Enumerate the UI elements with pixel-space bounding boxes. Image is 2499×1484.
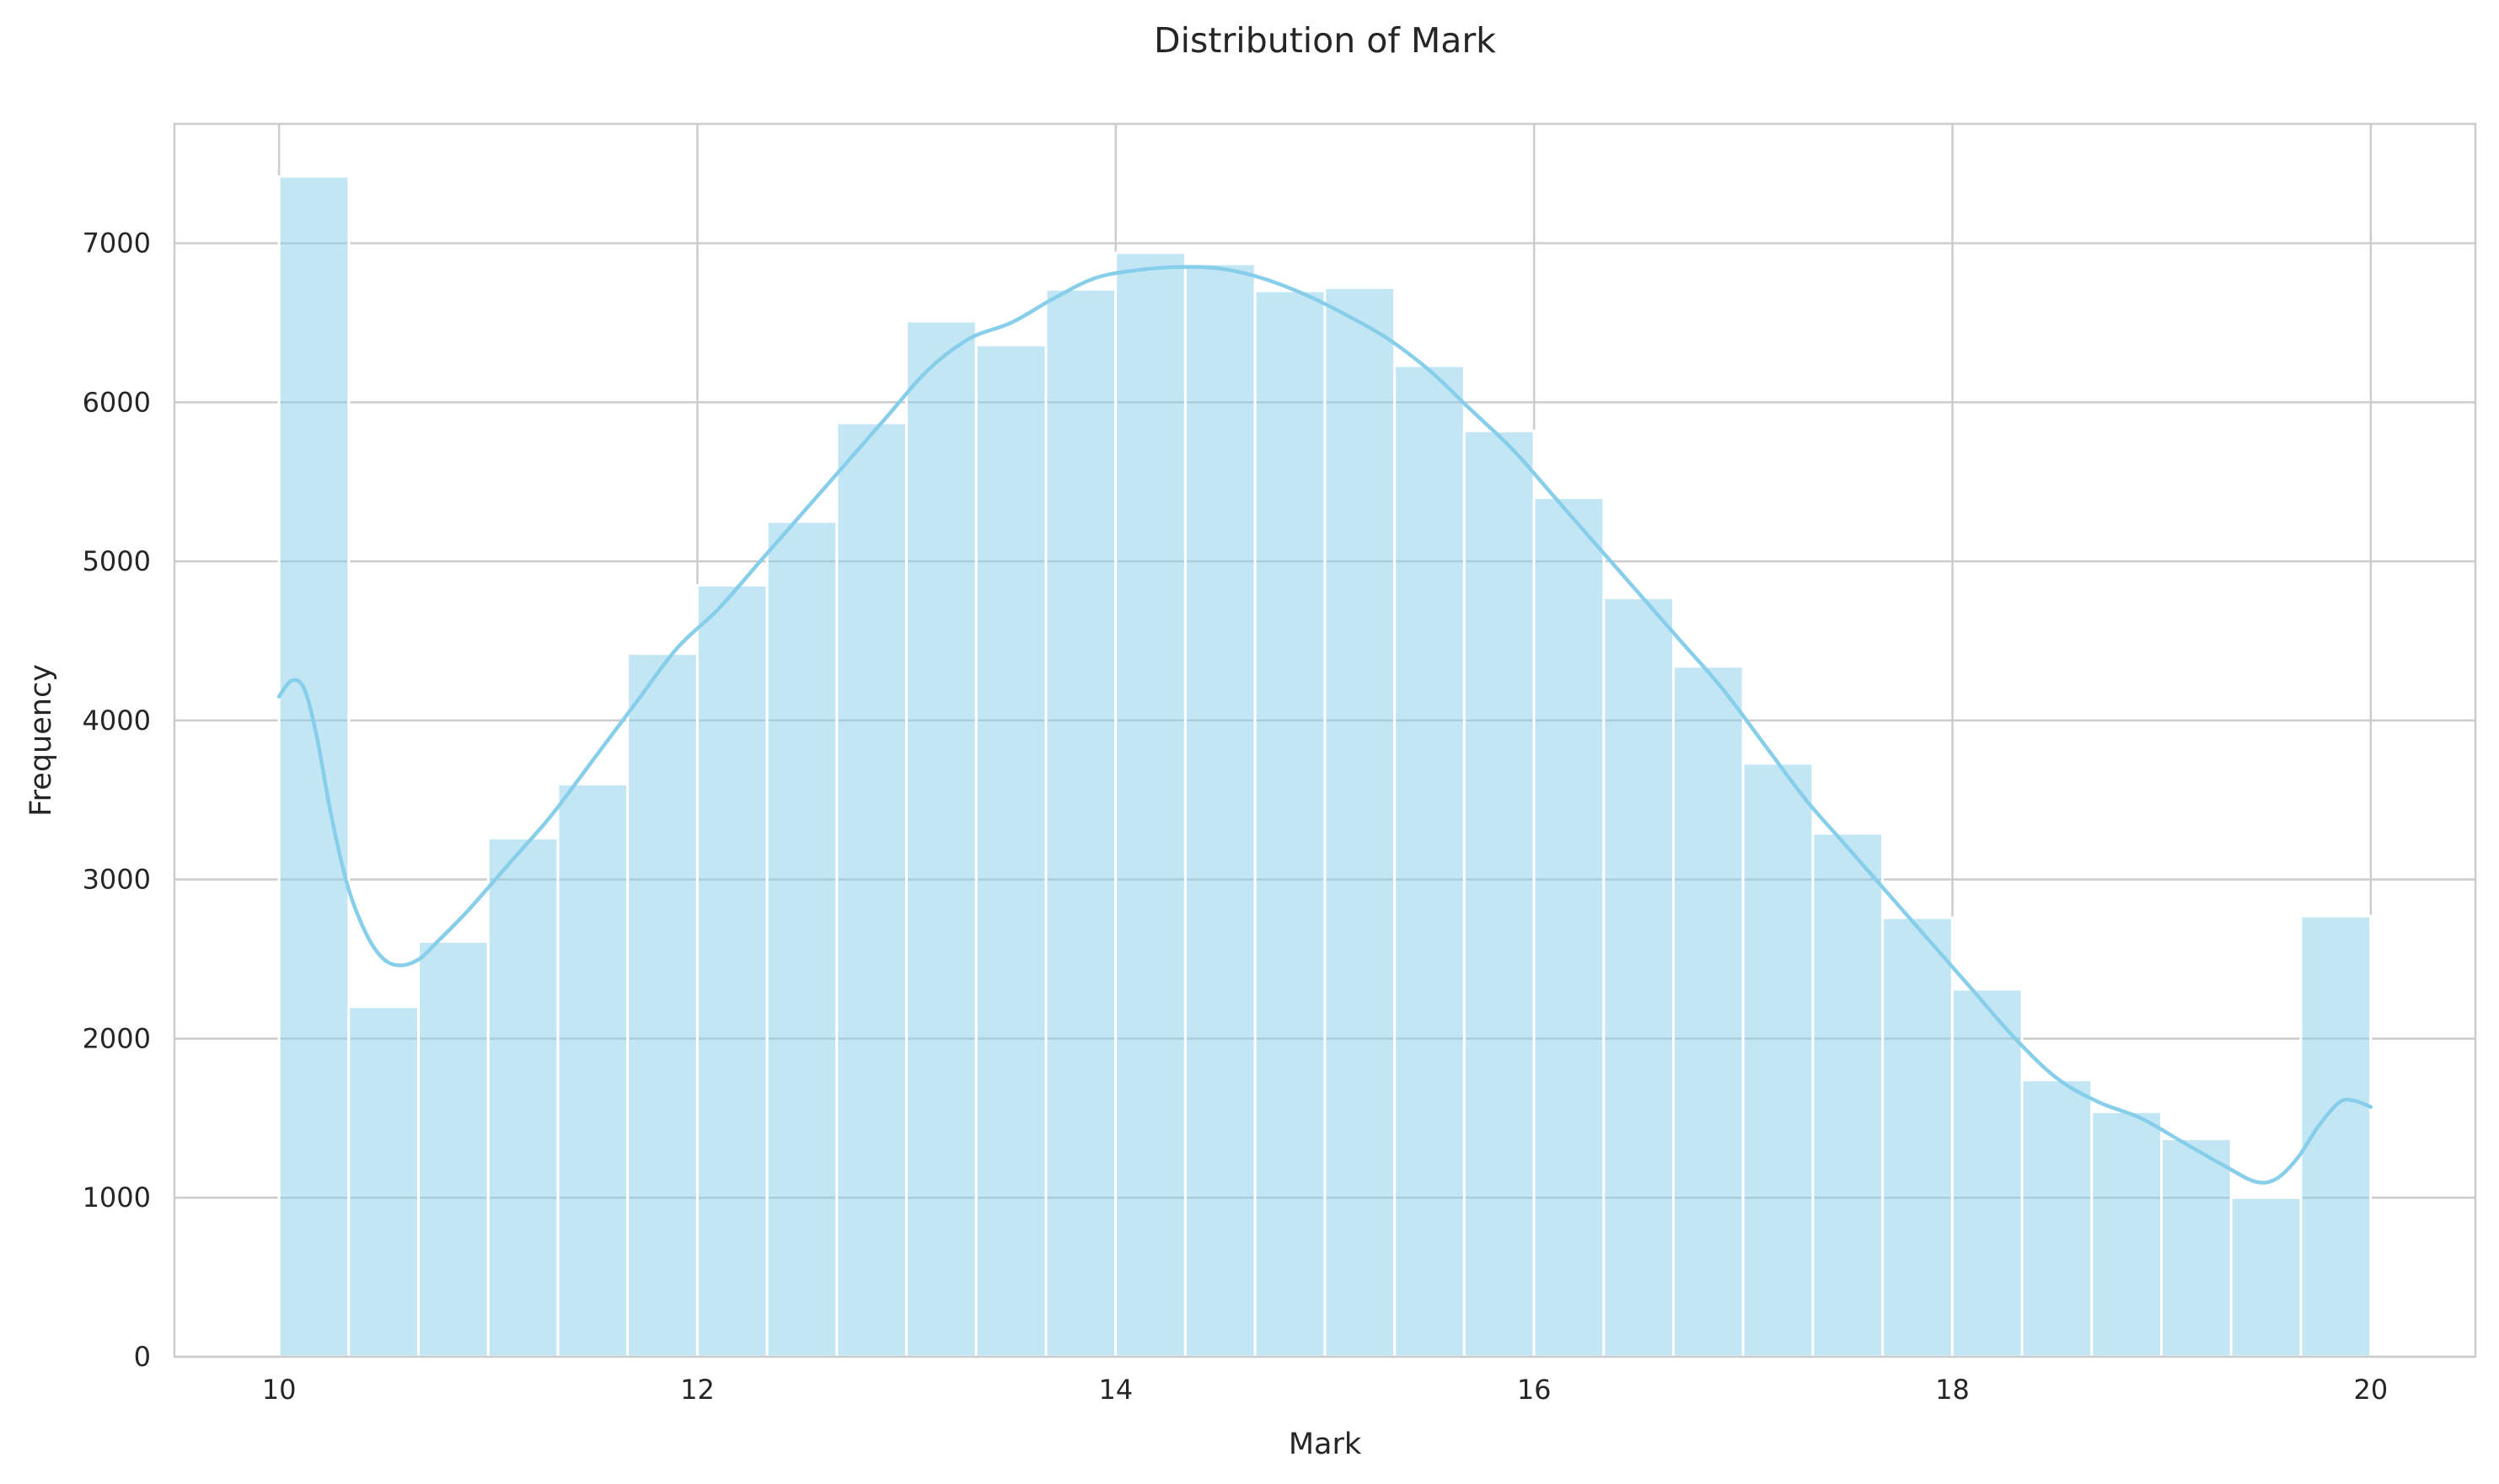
histogram-bar <box>835 421 909 1358</box>
y-tick-label: 0 <box>134 1341 151 1373</box>
histogram-bar <box>1253 289 1327 1358</box>
x-tick-label: 16 <box>1517 1374 1552 1406</box>
histogram-bar <box>417 940 490 1358</box>
histogram-bar <box>1183 262 1257 1358</box>
histogram-bar <box>1532 496 1606 1358</box>
histogram-bar <box>765 520 839 1358</box>
histogram-bar <box>1462 429 1536 1358</box>
x-tick-label: 18 <box>1935 1374 1970 1406</box>
histogram-bar <box>2160 1137 2233 1358</box>
histogram-bar <box>695 583 769 1358</box>
histogram-bar <box>1044 287 1118 1358</box>
x-tick-label: 20 <box>2354 1374 2389 1406</box>
histogram-bar <box>277 174 351 1358</box>
histogram-bar <box>1671 665 1745 1358</box>
histogram-bar <box>1881 916 1954 1358</box>
kde-curve-layer <box>276 265 2373 1185</box>
x-tick-label: 14 <box>1098 1374 1133 1406</box>
histogram-bar <box>347 1005 421 1358</box>
histogram-bar <box>1811 832 1885 1358</box>
histogram-bar <box>2229 1196 2303 1358</box>
y-tick-label: 5000 <box>83 545 151 577</box>
plot-frame <box>173 122 2477 1358</box>
y-tick-label: 6000 <box>83 386 151 418</box>
histogram-bar <box>2090 1110 2164 1358</box>
y-tick-labels: 0 1000 2000 3000 4000 5000 6000 7000 <box>83 228 151 1373</box>
y-tick-label: 7000 <box>83 228 151 260</box>
y-tick-label: 2000 <box>83 1022 151 1054</box>
y-tick-label: 1000 <box>83 1181 151 1213</box>
histogram-bar <box>1114 251 1187 1358</box>
y-axis-label: Frequency <box>24 664 58 817</box>
histogram-bar <box>974 343 1048 1358</box>
histogram-bar <box>1602 597 1675 1358</box>
kde-curve <box>276 265 2373 1185</box>
histogram-bar <box>2020 1079 2094 1358</box>
histogram-bar <box>556 782 630 1358</box>
x-tick-label: 10 <box>262 1374 297 1406</box>
histogram-bar <box>486 837 560 1358</box>
histogram-bar <box>626 652 699 1358</box>
y-tick-label: 3000 <box>83 864 151 896</box>
x-tick-label: 12 <box>680 1374 715 1406</box>
histogram-bar <box>1323 286 1397 1358</box>
histogram-bar <box>1950 988 2024 1358</box>
x-tick-labels: 10 12 14 16 18 20 <box>262 1374 2389 1406</box>
histogram-bar <box>1741 762 1815 1358</box>
y-tick-label: 4000 <box>83 704 151 737</box>
histogram-bars <box>277 174 2373 1358</box>
histogram-bar <box>905 319 978 1358</box>
chart-title: Distribution of Mark <box>1154 20 1496 61</box>
x-axis-label: Mark <box>1289 1428 1362 1461</box>
histogram-bar <box>1393 364 1466 1358</box>
